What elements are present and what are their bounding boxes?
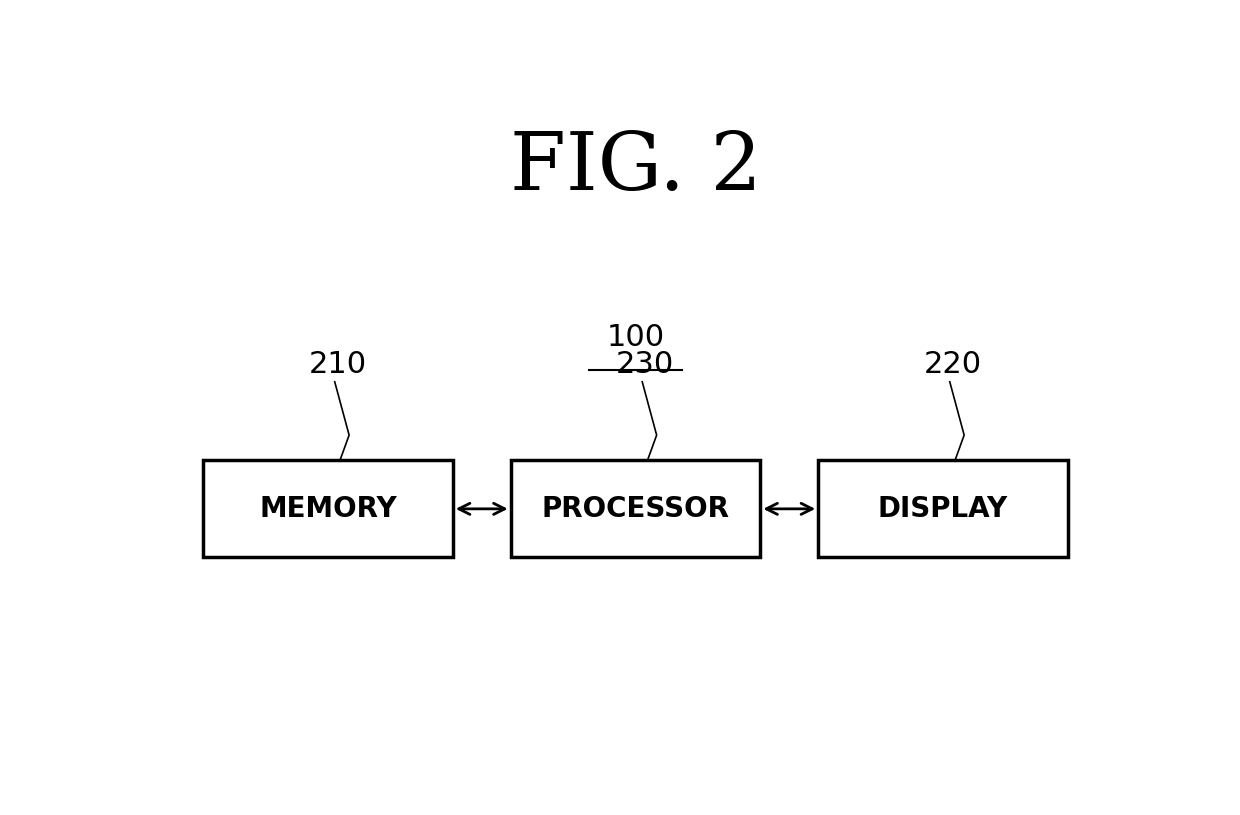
Text: 100: 100 <box>606 323 665 352</box>
Text: FIG. 2: FIG. 2 <box>510 129 761 207</box>
Text: DISPLAY: DISPLAY <box>878 495 1008 523</box>
Text: 220: 220 <box>924 350 982 379</box>
Bar <box>203 460 453 557</box>
Bar <box>818 460 1068 557</box>
Text: 230: 230 <box>616 350 675 379</box>
Bar <box>511 460 760 557</box>
Text: MEMORY: MEMORY <box>259 495 397 523</box>
Text: 210: 210 <box>309 350 367 379</box>
Text: PROCESSOR: PROCESSOR <box>542 495 729 523</box>
